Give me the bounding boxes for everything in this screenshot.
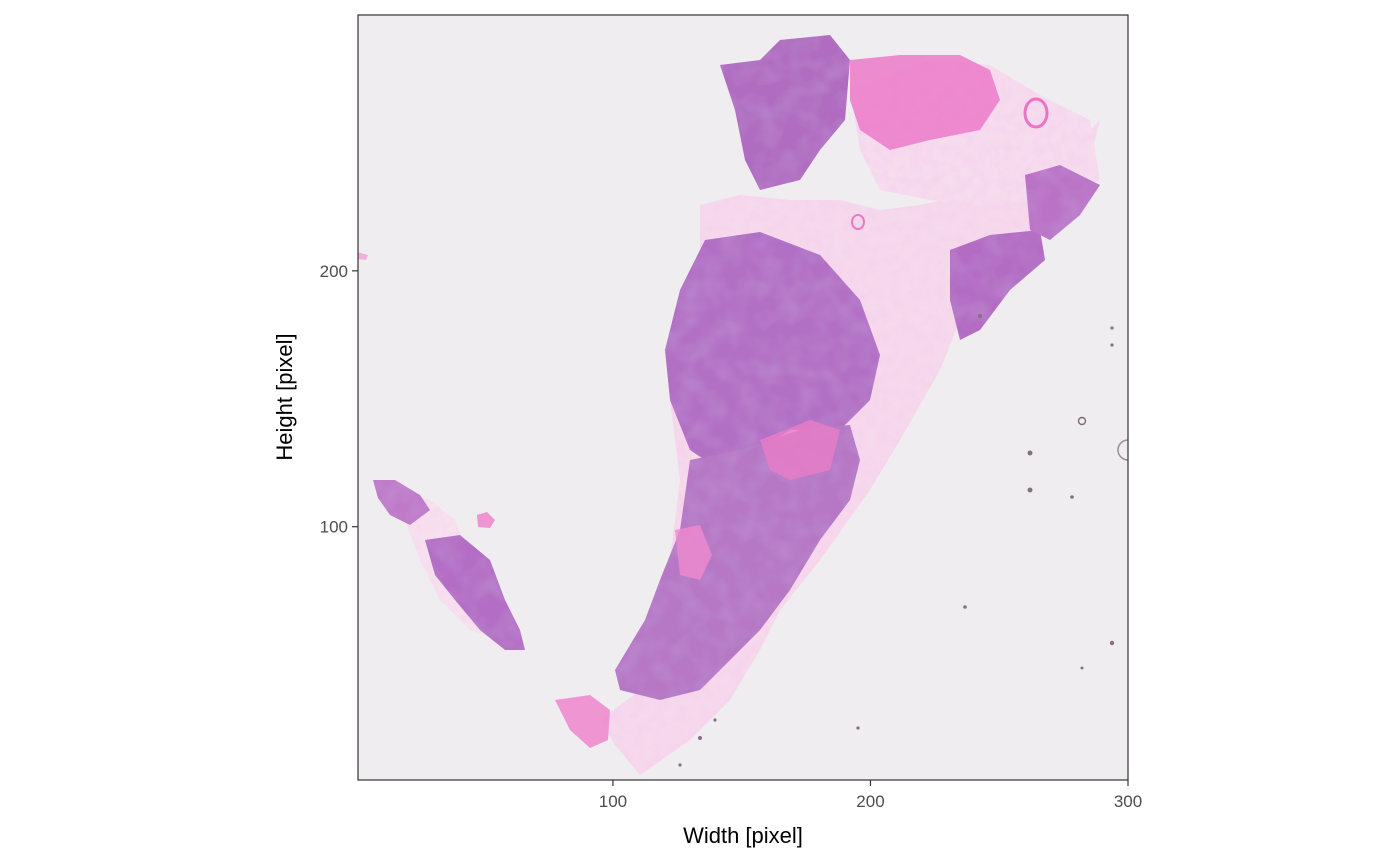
tissue-image <box>358 15 1128 780</box>
debris <box>678 314 1128 767</box>
x-tick-label: 200 <box>856 792 884 811</box>
pink-regions <box>358 55 1049 748</box>
x-axis-title: Width [pixel] <box>683 823 803 848</box>
y-axis-title: Height [pixel] <box>272 333 297 460</box>
x-tick-label: 300 <box>1114 792 1142 811</box>
y-tick-label: 100 <box>320 518 348 537</box>
x-tick-label: 100 <box>599 792 627 811</box>
purple-lobules <box>373 35 1100 700</box>
plot-panel-border <box>357 14 1129 781</box>
x-axis: 100 200 300 <box>599 780 1142 811</box>
y-tick-label: 200 <box>320 262 348 281</box>
y-axis: 100 200 <box>320 262 358 537</box>
